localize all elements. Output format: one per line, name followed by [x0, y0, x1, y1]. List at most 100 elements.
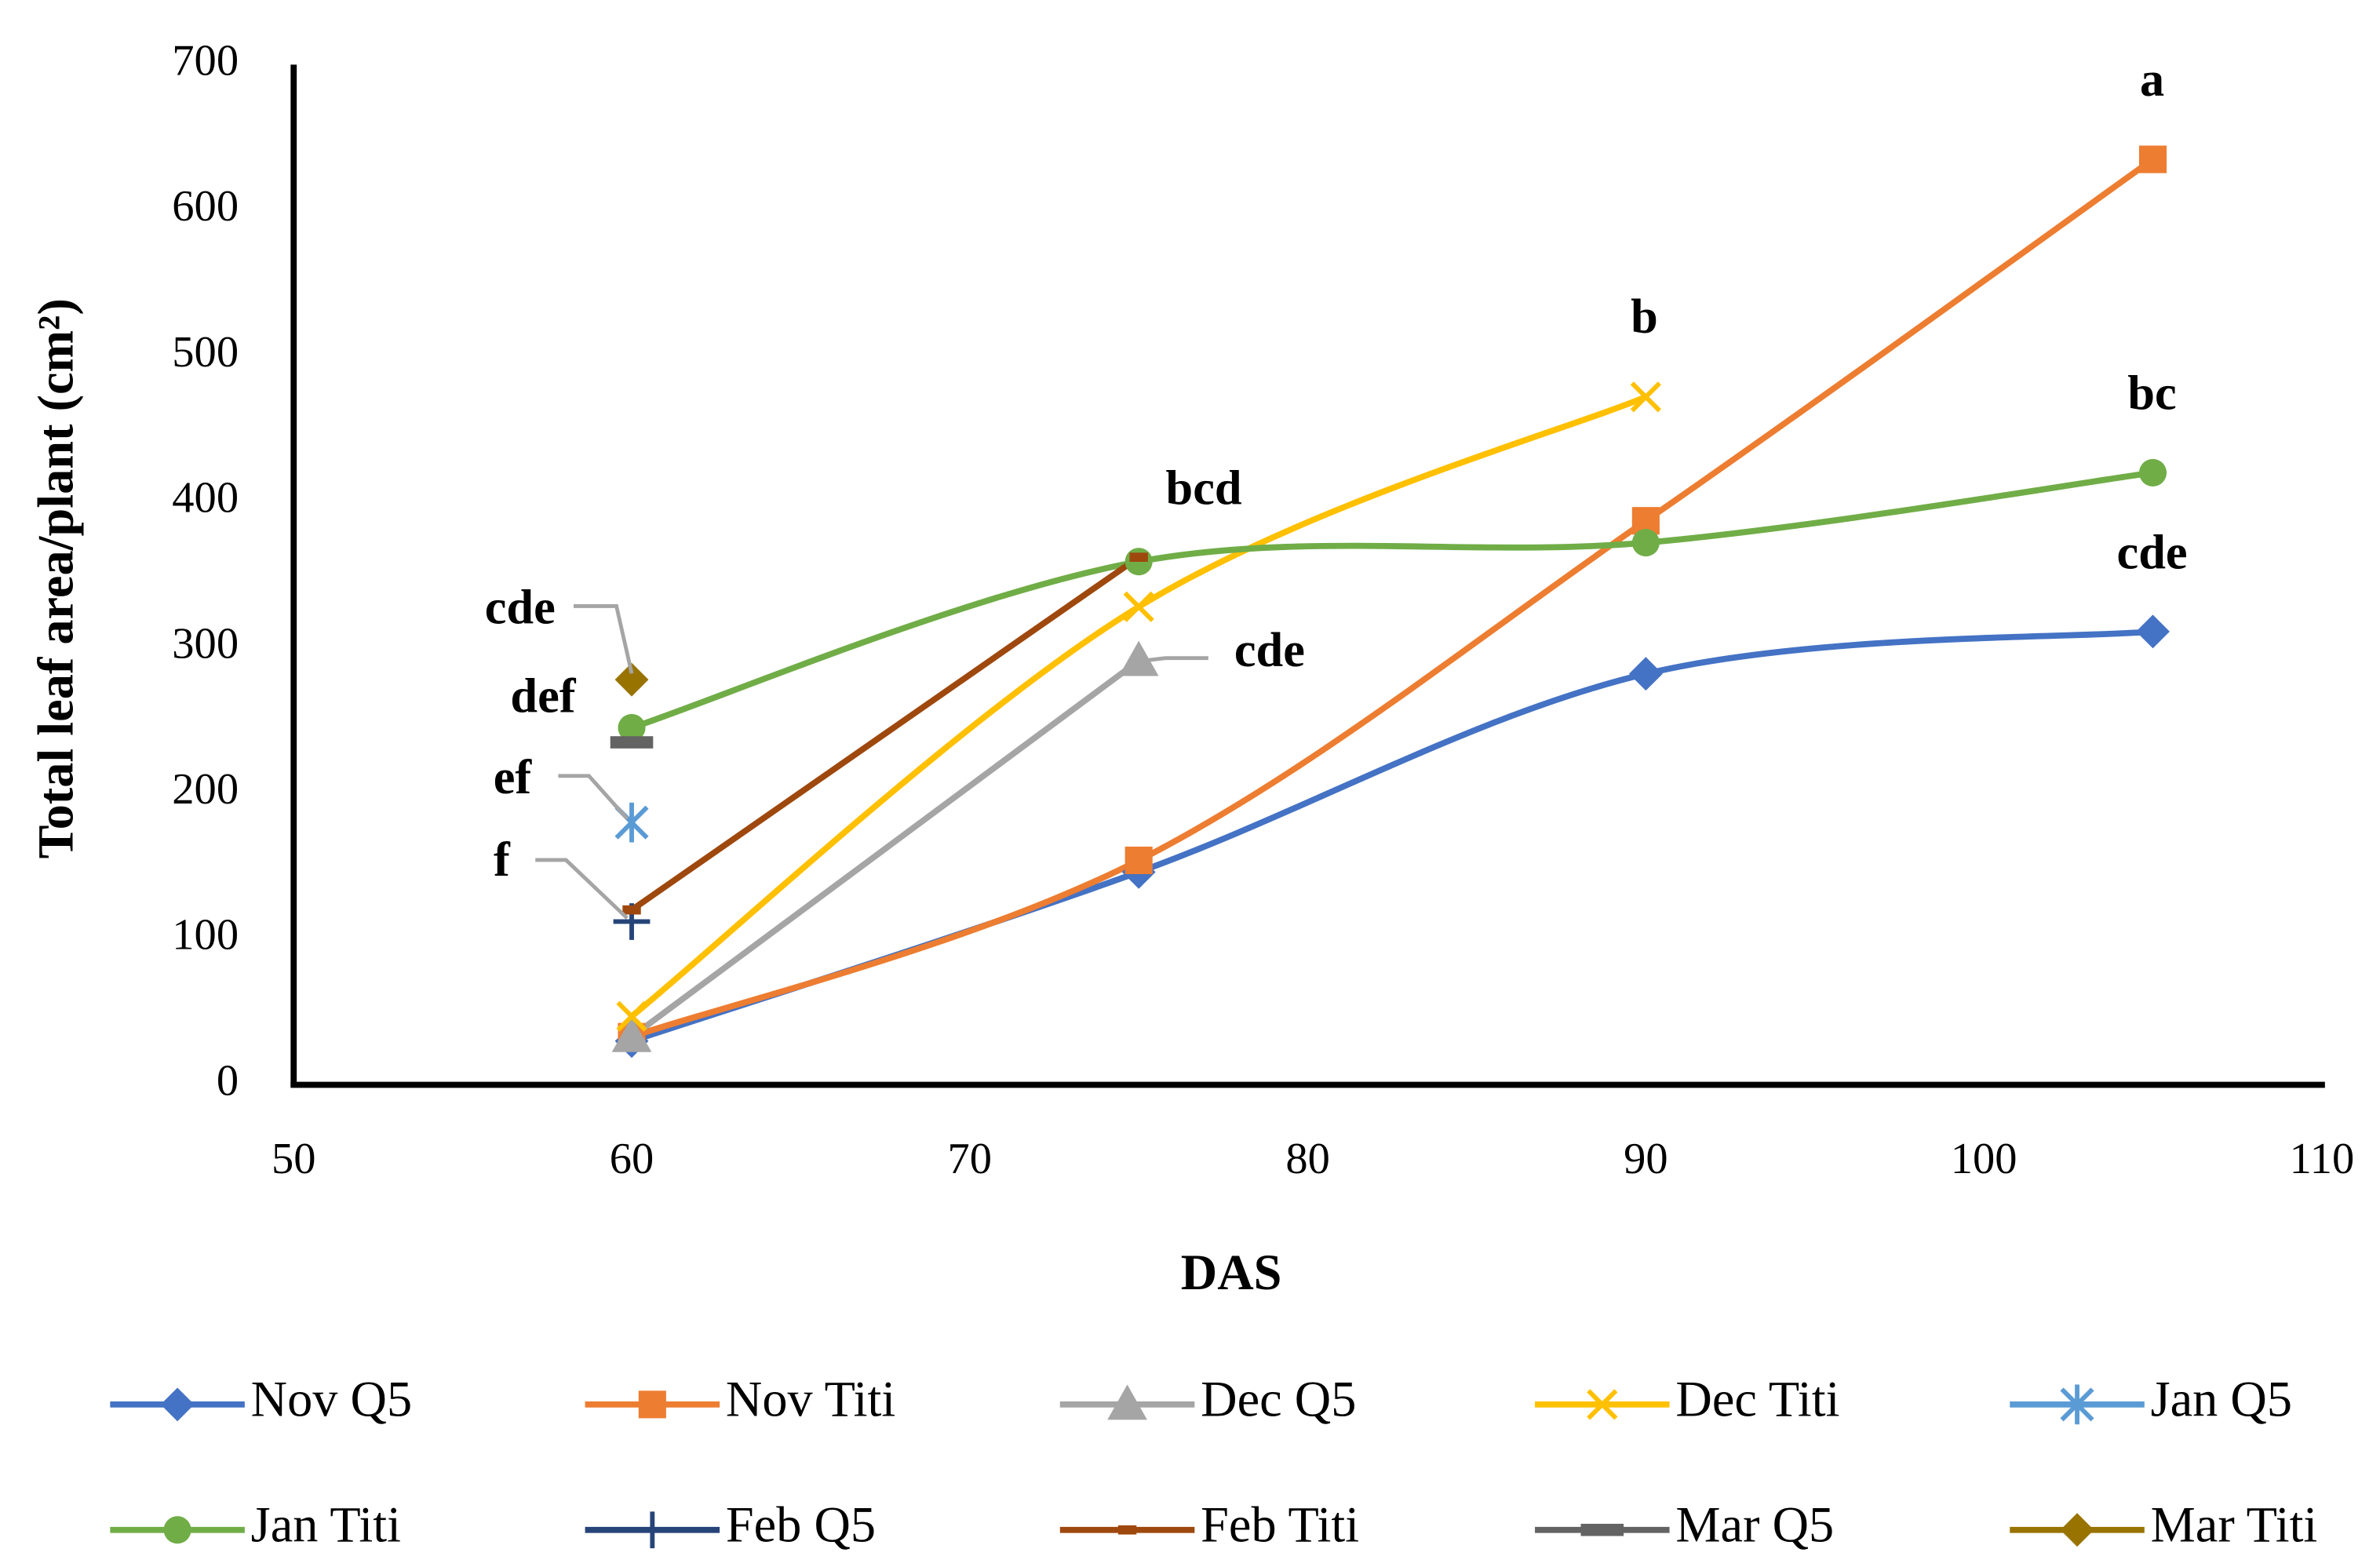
marker — [2060, 1384, 2094, 1425]
marker-part — [163, 1516, 191, 1544]
marker-part — [610, 736, 654, 749]
marker-part — [2060, 1513, 2094, 1547]
y-axis-title: Total leaf area/plant (cm²) — [28, 298, 84, 858]
marker — [1631, 529, 1660, 557]
marker-part — [633, 1511, 671, 1549]
marker-part — [1117, 1525, 1137, 1535]
marker-part — [1580, 1523, 1624, 1536]
x-axis-title: DAS — [1181, 1244, 1282, 1300]
marker-part — [1631, 529, 1660, 557]
marker — [2138, 145, 2167, 173]
marker-part — [1129, 552, 1148, 562]
marker — [622, 905, 641, 915]
legend-label: Jan Titi — [251, 1496, 401, 1552]
marker — [1587, 1389, 1618, 1420]
marker — [2138, 458, 2167, 486]
leader-line — [573, 603, 634, 674]
marker-part — [616, 1000, 647, 1032]
legend-label: Mar Titi — [2151, 1496, 2318, 1552]
marker — [633, 1511, 671, 1549]
marker-part — [622, 905, 641, 915]
x-tick-label: 100 — [1951, 1135, 2017, 1183]
marker-part — [2060, 1384, 2094, 1425]
annotation: bc — [2127, 366, 2176, 421]
annotation: bcd — [1166, 461, 1242, 515]
y-tick-label: 200 — [172, 765, 239, 814]
marker — [1117, 1525, 1137, 1535]
marker — [614, 662, 649, 697]
marker — [1628, 657, 1663, 691]
marker-part — [614, 662, 649, 697]
marker-part — [2138, 458, 2167, 486]
x-tick-label: 110 — [2290, 1135, 2355, 1183]
leader-line — [1139, 656, 1208, 663]
marker-part — [1118, 640, 1159, 676]
annotation: a — [2140, 53, 2164, 107]
marker-part — [638, 1390, 666, 1419]
marker — [638, 1390, 666, 1419]
marker — [1118, 640, 1159, 676]
marker-part — [160, 1387, 195, 1422]
marker-part — [1628, 657, 1663, 691]
legend-label: Mar Q5 — [1675, 1496, 1834, 1552]
marker — [1129, 552, 1148, 562]
marker-part — [1107, 1384, 1147, 1420]
marker — [1123, 591, 1154, 622]
y-tick-label: 0 — [217, 1056, 239, 1105]
marker — [611, 1016, 652, 1052]
annotation: ef — [494, 750, 533, 804]
annotation: cde — [1234, 623, 1305, 677]
series-line — [630, 156, 2155, 1040]
marker — [618, 713, 646, 742]
y-tick-label: 600 — [172, 182, 239, 231]
marker — [614, 802, 649, 843]
annotation: f — [494, 833, 511, 887]
marker — [2060, 1513, 2094, 1547]
y-tick-label: 400 — [172, 474, 239, 523]
marker-part — [618, 713, 646, 742]
x-tick-label: 80 — [1285, 1135, 1330, 1183]
marker — [160, 1387, 195, 1422]
marker — [610, 736, 654, 749]
marker-part — [1123, 591, 1154, 622]
marker-part — [1587, 1389, 1618, 1420]
legend-label: Nov Titi — [726, 1372, 895, 1427]
marker — [163, 1516, 191, 1544]
y-tick-label: 300 — [172, 619, 239, 668]
legend-label: Jan Q5 — [2151, 1372, 2292, 1427]
y-tick-label: 700 — [172, 36, 239, 85]
series-line — [630, 628, 2153, 1044]
marker — [1630, 381, 1661, 413]
marker-part — [614, 802, 649, 843]
annotation: cde — [485, 580, 556, 634]
marker-part — [2136, 614, 2170, 649]
x-tick-label: 60 — [610, 1135, 654, 1183]
x-tick-label: 90 — [1624, 1135, 1668, 1183]
leader-line — [558, 774, 629, 820]
marker — [1580, 1523, 1624, 1536]
y-tick-label: 500 — [172, 328, 239, 377]
annotation: def — [510, 669, 576, 723]
legend-label: Dec Q5 — [1201, 1372, 1356, 1427]
marker — [616, 1000, 647, 1032]
legend-label: Dec Titi — [1675, 1372, 1839, 1427]
marker-part — [1124, 846, 1153, 875]
legend-label: Feb Q5 — [726, 1496, 876, 1552]
x-tick-label: 70 — [948, 1135, 993, 1183]
annotation: b — [1631, 290, 1658, 344]
marker-part — [611, 1016, 652, 1052]
marker-part — [1630, 381, 1661, 413]
marker-part — [2138, 145, 2167, 173]
legend-label: Nov Q5 — [251, 1372, 412, 1427]
annotation: cde — [2117, 525, 2188, 579]
series-line — [630, 469, 2154, 731]
x-tick-label: 50 — [272, 1135, 316, 1183]
marker — [2136, 614, 2170, 649]
series-line — [629, 554, 1141, 913]
marker — [1124, 846, 1153, 875]
legend-label: Feb Titi — [1201, 1496, 1359, 1552]
series-line — [629, 658, 1141, 1040]
y-tick-label: 100 — [172, 911, 239, 960]
leader-line — [535, 858, 629, 920]
